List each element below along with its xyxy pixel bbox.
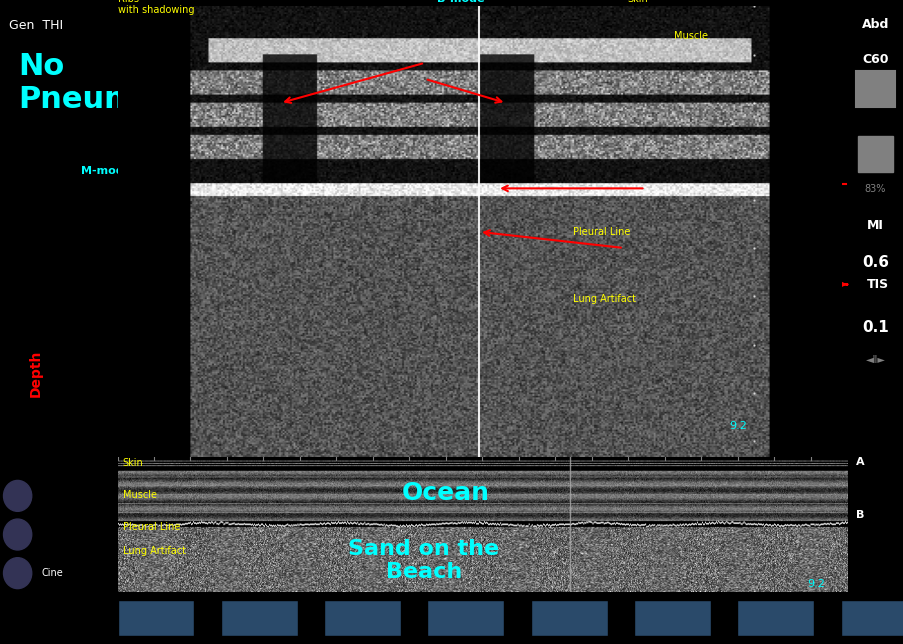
Text: Muscle: Muscle <box>123 491 156 500</box>
Text: Ribs
with shadowing: Ribs with shadowing <box>117 0 194 15</box>
Text: B: B <box>854 511 863 520</box>
Text: 0.6: 0.6 <box>861 255 888 270</box>
Text: Gen  THI: Gen THI <box>9 19 63 32</box>
Bar <box>858 137 891 172</box>
Text: TIS: TIS <box>866 278 889 291</box>
Text: Skin: Skin <box>628 0 647 4</box>
Text: Lung Artifact: Lung Artifact <box>573 294 636 305</box>
Text: Sand on the
Beach: Sand on the Beach <box>348 538 499 582</box>
Bar <box>840 600 903 636</box>
Text: MI: MI <box>866 219 883 232</box>
Bar <box>530 600 607 636</box>
Text: ◄Ⅱ►: ◄Ⅱ► <box>865 355 884 366</box>
Text: Abd: Abd <box>861 18 889 31</box>
Text: 9.2: 9.2 <box>728 421 746 431</box>
Circle shape <box>4 480 32 511</box>
Text: No
Pneumothorax: No Pneumothorax <box>18 52 269 114</box>
Text: Cine: Cine <box>42 568 63 578</box>
Text: Depth: Depth <box>29 350 43 397</box>
Bar <box>117 600 194 636</box>
Bar <box>633 600 710 636</box>
Text: M-mode: M-mode <box>81 166 131 176</box>
Bar <box>737 600 814 636</box>
Text: Time: Time <box>131 165 165 178</box>
Text: Pleural Line: Pleural Line <box>573 227 629 237</box>
Text: Lung Artifact: Lung Artifact <box>123 546 185 556</box>
Text: 0.1: 0.1 <box>861 320 888 335</box>
Text: Muscle: Muscle <box>674 31 708 41</box>
Bar <box>854 71 895 107</box>
Circle shape <box>4 558 32 589</box>
Text: Pleural Line: Pleural Line <box>123 522 180 532</box>
Circle shape <box>4 519 32 550</box>
Text: B-mode: B-mode <box>437 0 484 4</box>
Bar <box>220 600 297 636</box>
Text: C60: C60 <box>861 53 888 66</box>
Text: 9.2: 9.2 <box>806 580 824 589</box>
Text: Skin: Skin <box>123 458 144 468</box>
Text: Ocean: Ocean <box>401 480 489 504</box>
Bar <box>427 600 504 636</box>
Text: 83%: 83% <box>864 184 885 194</box>
Bar <box>324 600 401 636</box>
Text: A: A <box>854 457 863 467</box>
